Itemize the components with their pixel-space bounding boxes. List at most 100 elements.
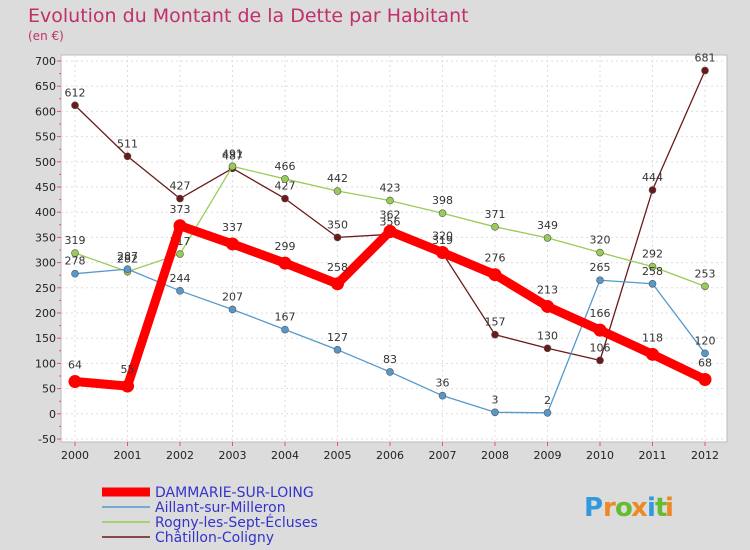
data-label: 427	[275, 180, 296, 193]
data-point	[281, 175, 289, 183]
data-point	[333, 345, 342, 354]
data-point	[596, 248, 604, 257]
y-tick-label: 0	[49, 408, 56, 421]
data-label: 337	[222, 221, 243, 234]
data-label: 373	[170, 203, 191, 216]
data-label: 207	[222, 290, 243, 303]
y-tick-label: 600	[35, 105, 56, 118]
data-label: 265	[590, 261, 611, 274]
logo-letter: x	[631, 493, 648, 523]
data-point	[176, 194, 184, 203]
data-label: 68	[698, 357, 712, 370]
data-point	[491, 330, 499, 339]
data-label: 276	[485, 252, 506, 265]
data-point	[701, 66, 709, 75]
data-label: 427	[170, 180, 191, 193]
data-label: 106	[590, 341, 611, 354]
data-point	[71, 269, 79, 278]
data-label: 511	[117, 137, 138, 150]
series-dammarie-sur-loing: 64 55 373 337 299 258 362 320 276 213 166 118 68	[68, 203, 712, 393]
data-point	[386, 368, 394, 376]
series: 612 511 427 487 427 350 356 319 157 130 106 444 681 3…	[65, 52, 716, 417]
data-label: 444	[642, 171, 663, 184]
y-tick-label: 50	[42, 383, 56, 396]
data-label: 287	[117, 250, 138, 263]
data-label: 487	[222, 149, 243, 162]
data-point	[438, 209, 447, 218]
legend-label: Châtillon-Coligny	[155, 530, 274, 546]
y-tick-label: -50	[38, 433, 56, 446]
logo-letter: t	[655, 493, 667, 523]
data-point	[491, 223, 499, 231]
y-tick-label: 200	[35, 307, 56, 320]
legend-label: DAMMARIE-SUR-LOING	[155, 485, 314, 501]
data-label: 157	[485, 316, 506, 329]
x-tick-label: 2011	[639, 449, 667, 462]
data-point	[648, 186, 657, 194]
data-label: 118	[642, 331, 663, 344]
data-label: 166	[590, 307, 611, 320]
x-tick-label: 2001	[114, 449, 142, 462]
data-point	[71, 249, 79, 257]
data-label: 442	[327, 172, 348, 185]
data-label: 278	[65, 255, 86, 268]
data-label: 292	[642, 248, 663, 261]
data-label: 491	[222, 147, 243, 160]
data-point	[701, 282, 709, 291]
axes: -50 0 50 100 150 200 250 300 350 400 450 500 550 600 6…	[35, 55, 719, 462]
y-tick-label: 500	[35, 156, 56, 169]
data-point	[228, 305, 237, 314]
y-tick-label: 650	[35, 80, 56, 93]
data-label: 55	[121, 363, 135, 376]
data-label: 244	[170, 272, 191, 285]
y-tick-label: 700	[35, 55, 56, 68]
data-point	[281, 325, 289, 334]
chart-subtitle: (en €)	[28, 29, 64, 43]
data-label: 253	[695, 267, 716, 280]
data-label: 350	[327, 218, 348, 231]
x-tick-label: 2008	[481, 449, 509, 462]
x-tick-label: 2004	[271, 449, 299, 462]
data-label: 127	[327, 331, 348, 344]
data-label: 130	[537, 329, 558, 342]
data-point	[228, 162, 237, 171]
data-label: 356	[380, 215, 401, 228]
data-point	[543, 234, 552, 242]
data-label: 299	[275, 240, 296, 253]
logo-letter: r	[603, 493, 616, 523]
data-label: 466	[275, 160, 296, 173]
data-label: 349	[537, 219, 558, 232]
x-tick-label: 2007	[429, 449, 457, 462]
data-point	[698, 373, 712, 387]
data-label: 3	[492, 393, 499, 406]
data-point	[331, 277, 344, 291]
data-point	[278, 256, 292, 270]
x-tick-label: 2002	[166, 449, 194, 462]
x-tick-label: 2005	[324, 449, 352, 462]
data-label: 371	[485, 208, 506, 221]
data-label: 258	[642, 265, 663, 278]
data-label: 398	[432, 194, 453, 207]
data-point	[383, 224, 397, 238]
data-label: 120	[695, 334, 716, 347]
data-point	[541, 299, 554, 313]
x-tick-label: 2012	[691, 449, 719, 462]
y-tick-label: 100	[35, 357, 56, 370]
chart-title: Evolution du Montant de la Dette par Hab…	[28, 5, 469, 27]
data-label: 319	[432, 234, 453, 247]
data-point	[596, 276, 604, 285]
data-point	[438, 391, 447, 400]
data-label: 282	[117, 253, 138, 266]
data-point	[646, 347, 659, 361]
data-point	[71, 101, 79, 110]
series-aillant-sur-milleron: 278 287 244 207 167 127 83 36 3 2 265 258 120	[65, 250, 716, 417]
data-label: 64	[68, 359, 82, 372]
data-point	[281, 194, 289, 203]
y-tick-label: 350	[35, 231, 56, 244]
logo-letter: i	[665, 493, 674, 523]
data-point	[123, 152, 132, 161]
data-point	[121, 379, 134, 393]
data-point	[123, 265, 132, 273]
